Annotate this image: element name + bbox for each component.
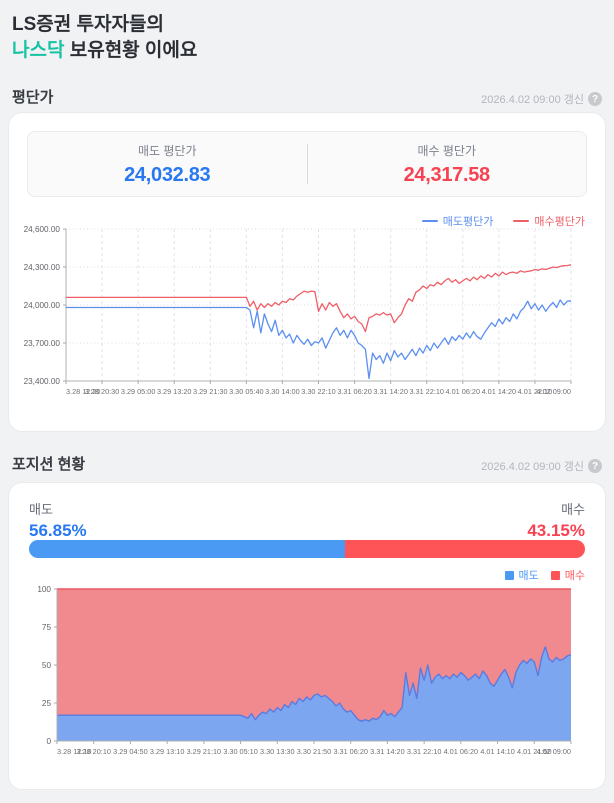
updated-timestamp: 2026.4.02 09:00 갱신 ?: [481, 91, 602, 107]
legend-item-buy[interactable]: 매수: [550, 567, 585, 583]
svg-text:3.28 12:20: 3.28 12:20: [66, 387, 101, 396]
svg-text:3.30 22:10: 3.30 22:10: [301, 387, 336, 396]
svg-text:3.29 21:10: 3.29 21:10: [187, 747, 222, 756]
svg-text:3.29 04:50: 3.29 04:50: [113, 747, 148, 756]
svg-text:3.29 21:30: 3.29 21:30: [193, 387, 228, 396]
updated-text-2: 2026.4.02 09:00 갱신: [481, 461, 584, 473]
svg-text:23,400.00: 23,400.00: [24, 377, 61, 386]
position-card: 매도 56.85% 매수 43.15% 매도 매수 0 25 50 75 100 3.28…: [8, 482, 606, 790]
svg-text:4.01 22:10: 4.01 22:10: [518, 387, 553, 396]
legend-sell-label: 매도평단가: [442, 216, 494, 228]
legend-item-sell[interactable]: 매도: [504, 567, 539, 583]
sell-square-swatch-icon: [504, 570, 514, 580]
svg-text:3.30 21:50: 3.30 21:50: [297, 747, 332, 756]
sell-line-swatch-icon: [421, 220, 438, 222]
svg-text:3.28 12:10: 3.28 12:10: [57, 747, 92, 756]
position-area-chart[interactable]: 0 25 50 75 100 3.28 12:103.28 20:10 3.29 04:50…: [17, 581, 599, 767]
position-sell-label: 매도: [29, 502, 53, 517]
area-chart-legend: 매도 매수: [504, 567, 585, 583]
svg-text:3.30 05:10: 3.30 05:10: [223, 747, 258, 756]
sell-avg-label: 매도 평단가: [137, 143, 197, 158]
buy-avg-stat: 매수 평단가 24,317.58: [308, 142, 587, 187]
svg-text:3.31 06:20: 3.31 06:20: [337, 387, 372, 396]
position-bar-buy: [345, 540, 585, 558]
position-buy-pct: 43.15%: [527, 521, 585, 540]
buy-line-swatch-icon: [513, 220, 530, 222]
svg-text:3.31 22:10: 3.31 22:10: [409, 387, 444, 396]
title-line1: LS증권 투자자들의: [12, 14, 164, 35]
updated-timestamp-2: 2026.4.02 09:00 갱신 ?: [481, 458, 602, 474]
sell-avg-value: 24,032.83: [124, 163, 211, 186]
svg-text:3.29 13:20: 3.29 13:20: [157, 387, 192, 396]
svg-text:3.29 13:10: 3.29 13:10: [150, 747, 185, 756]
avg-price-line-chart[interactable]: 23,400.00 23,700.00 24,000.00 24,300.00 24,6…: [17, 223, 599, 409]
position-bar-sell: [29, 540, 346, 558]
area-legend-sell-label: 매도: [518, 570, 539, 582]
svg-text:100: 100: [37, 585, 51, 594]
buy-avg-value: 24,317.58: [403, 163, 491, 186]
position-buy: 매수 43.15%: [527, 499, 585, 541]
help-icon-2[interactable]: ?: [588, 459, 602, 473]
buy-square-swatch-icon: [550, 570, 560, 580]
svg-text:0: 0: [46, 737, 51, 746]
section-title-position: 포지션 현황: [12, 456, 86, 473]
svg-text:4.01 06:20: 4.01 06:20: [446, 387, 481, 396]
svg-text:50: 50: [42, 661, 52, 670]
buy-avg-label: 매수 평단가: [417, 143, 477, 158]
section-head-position: 포지션 현황 2026.4.02 09:00 갱신 ?: [0, 453, 614, 474]
sell-avg-stat: 매도 평단가 24,032.83: [28, 142, 307, 187]
svg-text:4.01 21:50: 4.01 21:50: [517, 747, 552, 756]
svg-text:3.31 06:20: 3.31 06:20: [333, 747, 368, 756]
legend-item-buy-avg[interactable]: 매수평단가: [513, 213, 585, 229]
section-title-avg-price: 평단가: [12, 89, 54, 106]
index-name: 나스닥: [12, 40, 65, 61]
position-buy-label: 매수: [561, 502, 585, 517]
title-line2: 보유현황 이에요: [64, 40, 198, 61]
help-icon[interactable]: ?: [588, 92, 602, 106]
svg-text:4.01 14:10: 4.01 14:10: [480, 747, 515, 756]
svg-text:4.02 09:00: 4.02 09:00: [537, 387, 572, 396]
svg-text:3.28 20:30: 3.28 20:30: [85, 387, 120, 396]
avg-price-card: 매도 평단가 24,032.83 매수 평단가 24,317.58 매도평단가 …: [8, 112, 606, 432]
svg-text:23,700.00: 23,700.00: [24, 339, 61, 348]
svg-text:4.02 09:00: 4.02 09:00: [537, 747, 572, 756]
position-sell: 매도 56.85%: [29, 499, 87, 541]
svg-text:3.28 20:10: 3.28 20:10: [76, 747, 111, 756]
svg-text:4.01 14:20: 4.01 14:20: [482, 387, 517, 396]
svg-text:3.30 14:00: 3.30 14:00: [265, 387, 300, 396]
svg-text:3.31 22:10: 3.31 22:10: [407, 747, 442, 756]
area-legend-buy-label: 매수: [564, 570, 585, 582]
svg-text:24,000.00: 24,000.00: [24, 301, 61, 310]
section-head-avg-price: 평단가 2026.4.02 09:00 갱신 ?: [0, 86, 614, 107]
avg-price-stat-box: 매도 평단가 24,032.83 매수 평단가 24,317.58: [27, 131, 587, 197]
updated-text: 2026.4.02 09:00 갱신: [481, 94, 584, 106]
legend-item-sell-avg[interactable]: 매도평단가: [421, 213, 494, 229]
position-sell-pct: 56.85%: [29, 521, 87, 540]
svg-text:3.30 13:30: 3.30 13:30: [260, 747, 295, 756]
line-chart-legend: 매도평단가 매수평단가: [421, 213, 585, 229]
svg-text:4.01 06:20: 4.01 06:20: [444, 747, 479, 756]
position-ratio-bar: [29, 540, 585, 558]
svg-text:3.30 05:40: 3.30 05:40: [229, 387, 264, 396]
legend-buy-label: 매수평단가: [534, 216, 585, 228]
stat-divider: [306, 144, 308, 184]
svg-text:75: 75: [42, 623, 52, 632]
svg-text:3.31 14:20: 3.31 14:20: [373, 387, 408, 396]
svg-text:3.31 14:20: 3.31 14:20: [370, 747, 405, 756]
svg-text:24,300.00: 24,300.00: [24, 263, 61, 272]
svg-text:3.29 05:00: 3.29 05:00: [121, 387, 156, 396]
svg-text:25: 25: [42, 699, 52, 708]
position-ratio-row: 매도 56.85% 매수 43.15%: [29, 499, 585, 541]
svg-text:24,600.00: 24,600.00: [24, 225, 61, 234]
